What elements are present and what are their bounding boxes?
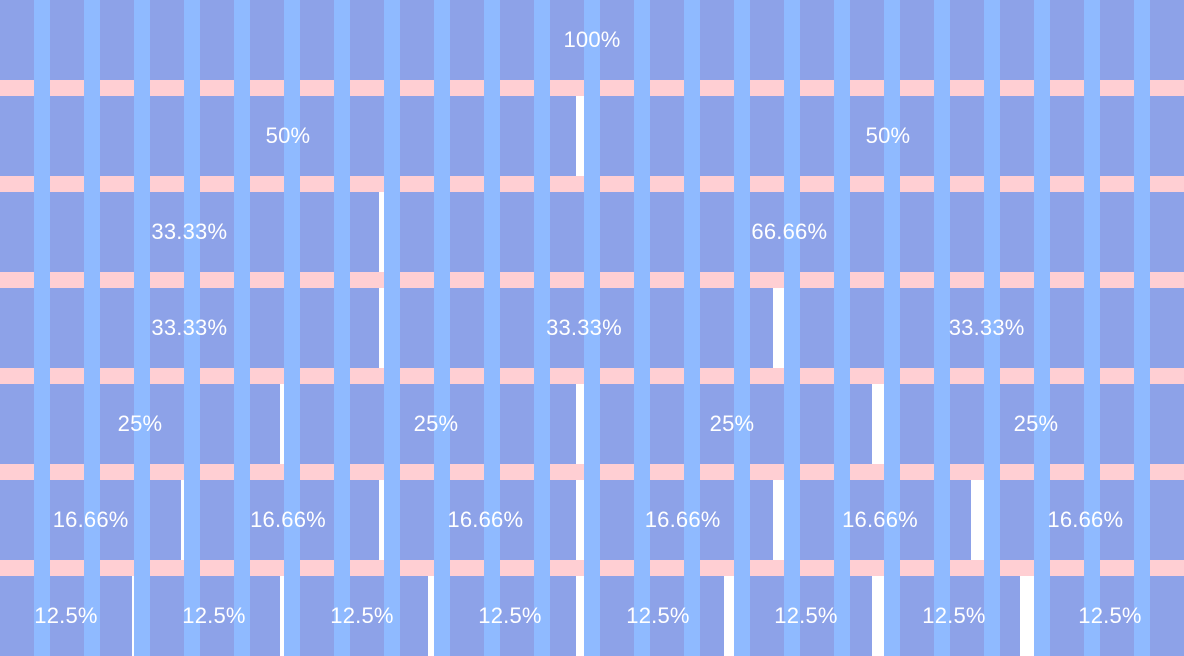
cell-width-label: 16.66% xyxy=(644,507,721,532)
column-stripe xyxy=(484,0,500,656)
column-stripe xyxy=(284,0,300,656)
cell-width-label: 66.66% xyxy=(751,219,828,244)
column-stripe xyxy=(1134,0,1150,656)
cell-width-label: 33.33% xyxy=(151,315,228,340)
column-stripe xyxy=(334,0,350,656)
column-stripe xyxy=(84,0,100,656)
column-stripe xyxy=(134,0,150,656)
column-stripe xyxy=(734,0,750,656)
grid-cell: 12.5% xyxy=(740,576,872,656)
cell-width-label: 50% xyxy=(265,123,311,148)
cell-width-label: 25% xyxy=(709,411,755,436)
cell-width-label: 16.66% xyxy=(250,507,326,532)
column-stripe xyxy=(34,0,50,656)
grid-cell: 12.5% xyxy=(0,576,132,656)
column-stripe xyxy=(584,0,600,656)
cell-width-label: 12.5% xyxy=(626,603,690,628)
grid-cell: 12.5% xyxy=(444,576,576,656)
cell-width-label: 16.66% xyxy=(52,507,129,532)
cell-width-label: 100% xyxy=(563,27,621,52)
grid-cell: 12.5% xyxy=(296,576,428,656)
grid-cell: 12.5% xyxy=(148,576,280,656)
cell-width-label: 25% xyxy=(1013,411,1059,436)
cell-width-label: 12.5% xyxy=(478,603,542,628)
grid-cell: 12.5% xyxy=(592,576,724,656)
column-stripe xyxy=(784,0,800,656)
cell-width-label: 12.5% xyxy=(182,603,246,628)
column-stripe xyxy=(634,0,650,656)
grid-cell: 33.33% xyxy=(394,288,774,368)
column-stripe xyxy=(884,0,900,656)
cell-width-label: 12.5% xyxy=(1078,603,1142,628)
column-stripe xyxy=(184,0,200,656)
cell-width-label: 16.66% xyxy=(1047,507,1124,532)
grid-cell: 12.5% xyxy=(888,576,1020,656)
column-stripe xyxy=(234,0,250,656)
cell-width-label: 33.33% xyxy=(546,315,622,340)
column-stripe xyxy=(934,0,950,656)
cell-width-label: 16.66% xyxy=(447,507,524,532)
column-stripe xyxy=(834,0,850,656)
cell-width-label: 12.5% xyxy=(330,603,394,628)
cell-width-label: 25% xyxy=(413,411,459,436)
column-stripe xyxy=(1084,0,1100,656)
cell-width-label: 16.66% xyxy=(842,507,918,532)
grid-cell: 12.5% xyxy=(1036,576,1184,656)
cell-width-label: 33.33% xyxy=(948,315,1025,340)
cell-width-label: 50% xyxy=(865,123,911,148)
cell-width-label: 12.5% xyxy=(922,603,986,628)
column-stripe xyxy=(1034,0,1050,656)
cell-width-label: 12.5% xyxy=(34,603,98,628)
column-stripe xyxy=(684,0,700,656)
column-stripe xyxy=(534,0,550,656)
column-stripe xyxy=(984,0,1000,656)
column-stripe xyxy=(434,0,450,656)
cell-width-label: 12.5% xyxy=(774,603,838,628)
cell-width-label: 25% xyxy=(117,411,163,436)
cell-width-label: 33.33% xyxy=(151,219,228,244)
column-stripe xyxy=(384,0,400,656)
